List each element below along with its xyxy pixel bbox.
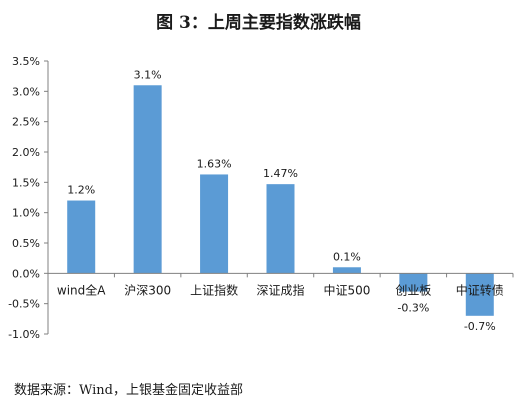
y-tick-label: 1.5% (12, 176, 40, 189)
category-labels: wind全A 沪深300 上证指数 深证成指 中证500 创业板 中证转债 (57, 282, 504, 297)
data-label: -0.7% (464, 320, 496, 333)
y-tick-label: 0.0% (12, 267, 40, 280)
bar (332, 267, 361, 274)
y-tick-label: 0.5% (12, 237, 40, 250)
y-tick-label: 3.5% (12, 55, 40, 68)
data-label: 1.2% (67, 184, 95, 197)
data-label: 0.1% (333, 250, 361, 263)
category-label: 上证指数 (190, 282, 238, 297)
data-label: 1.47% (263, 167, 298, 180)
bar (266, 184, 295, 274)
bar (67, 200, 96, 274)
y-tick-label: 2.0% (12, 146, 40, 159)
bar (200, 174, 229, 274)
y-tick-label: 3.0% (12, 85, 40, 98)
y-tick-label: -1.0% (8, 328, 40, 341)
bar (133, 85, 162, 274)
category-label: 深证成指 (256, 282, 304, 297)
source-note: 数据来源：Wind，上银基金固定收益部 (14, 383, 243, 398)
data-label: 1.63% (197, 157, 232, 170)
category-label: 创业板 (395, 283, 431, 297)
data-labels: 1.2% 3.1% 1.63% 1.47% 0.1% -0.3% -0.7% (67, 68, 496, 333)
y-tick-label: 2.5% (12, 116, 40, 129)
chart-title: 图 3：上周主要指数涨跌幅 (156, 13, 361, 33)
y-tick-label: -0.5% (8, 298, 40, 311)
bars (67, 85, 514, 316)
category-label: wind全A (57, 282, 106, 297)
category-label: 中证转债 (456, 282, 504, 297)
category-label: 沪深300 (124, 283, 171, 297)
category-label: 中证500 (323, 282, 370, 297)
y-tick-label: 1.0% (12, 207, 40, 220)
y-axis-ticks: 3.5% 3.0% 2.5% 2.0% 1.5% 1.0% 0.5% 0.0% -0.5% -1.… (8, 55, 48, 341)
data-label: -0.3% (397, 301, 429, 314)
bar (465, 273, 494, 316)
data-label: 3.1% (134, 68, 162, 81)
bar (399, 273, 428, 292)
